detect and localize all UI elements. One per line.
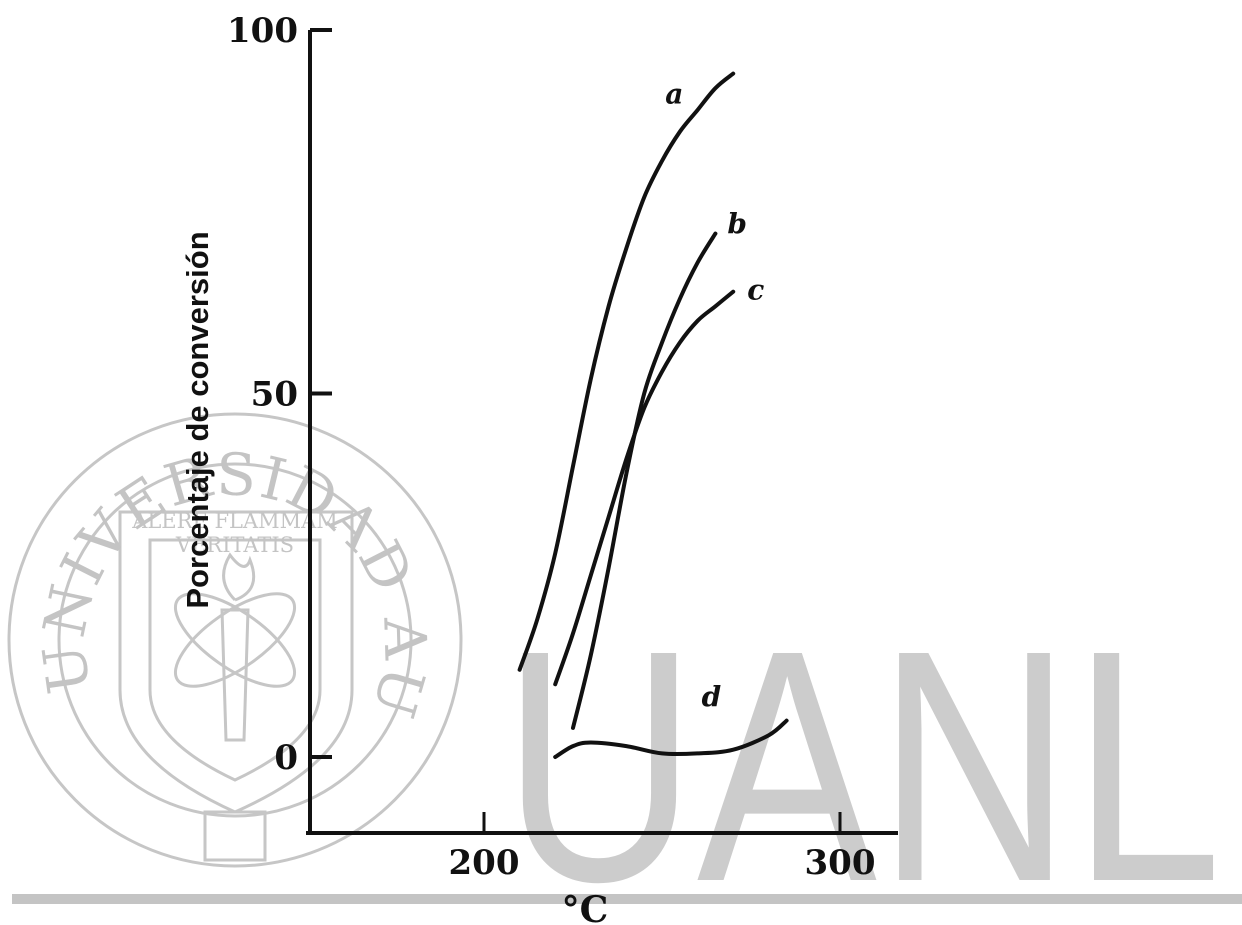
series-line-b	[571, 231, 718, 730]
series-line-a	[517, 71, 736, 672]
x-axis-ticks: 200 300	[449, 812, 876, 883]
seal-motto-line2: VERITATIS	[175, 533, 294, 557]
series-label-d: d	[702, 681, 722, 714]
series-label-b: b	[727, 208, 747, 241]
series-label-a: a	[665, 78, 683, 111]
axes	[306, 30, 898, 835]
y-tick-label: 50	[251, 375, 298, 415]
y-axis-ticks: 0 50 100	[227, 11, 332, 778]
x-tick-label: 200	[449, 843, 520, 883]
x-tick-label: 300	[805, 843, 876, 883]
watermark-rule	[12, 894, 1242, 904]
y-tick-label: 0	[274, 738, 298, 778]
y-axis-title: Porcentaje de conversión	[180, 231, 215, 608]
series-line-d	[553, 718, 789, 759]
y-tick-label: 100	[227, 11, 298, 51]
series-line-c	[553, 289, 736, 687]
seal-motto-line1: ALERE FLAMMAM	[131, 509, 338, 533]
series-label-c: c	[747, 274, 764, 307]
series-layer: a bc d	[517, 71, 789, 759]
watermark-letters: UANL	[502, 581, 1222, 925]
university-seal	[7, 412, 463, 868]
x-axis-title: °C	[562, 889, 609, 925]
